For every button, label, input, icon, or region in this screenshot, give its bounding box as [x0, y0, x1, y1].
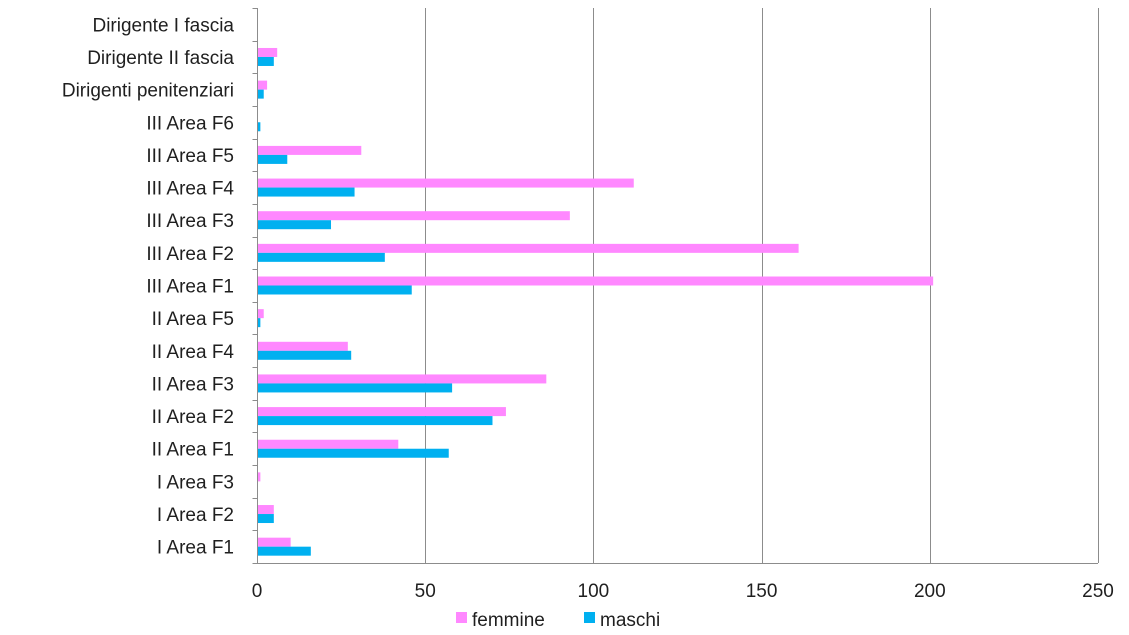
bar-femmine-8 [257, 276, 934, 286]
category-label: III Area F5 [146, 146, 234, 167]
tick-labels: 0 50 100 150 200 250 [252, 581, 1114, 602]
category-label: I Area F3 [157, 472, 234, 493]
category-label: III Area F6 [146, 113, 234, 134]
bar-femmine-16 [257, 537, 291, 547]
category-label: Dirigenti penitenziari [62, 81, 234, 102]
legend-label-maschi: maschi [600, 610, 660, 631]
category-label: III Area F2 [146, 244, 234, 265]
x-tick-label-50: 50 [415, 581, 436, 602]
x-tick-label-100: 100 [578, 581, 610, 602]
bar-femmine-13 [257, 439, 399, 449]
category-label: II Area F5 [152, 309, 234, 330]
category-label: Dirigente II fascia [87, 48, 234, 69]
bars [257, 47, 934, 556]
bar-maschi-12 [257, 416, 493, 426]
legend-label-femmine: femmine [472, 610, 545, 631]
bar-maschi-13 [257, 448, 449, 458]
x-tick-label-250: 250 [1082, 581, 1114, 602]
bar-femmine-14 [257, 472, 261, 482]
category-label: II Area F1 [152, 440, 234, 461]
bar-maschi-16 [257, 546, 311, 556]
category-label: II Area F4 [152, 342, 235, 363]
bar-femmine-6 [257, 211, 570, 221]
category-label: I Area F2 [157, 505, 234, 526]
bar-maschi-8 [257, 285, 412, 295]
bar-maschi-4 [257, 154, 288, 164]
bar-maschi-15 [257, 514, 274, 524]
category-label: III Area F3 [146, 211, 234, 232]
bar-femmine-9 [257, 309, 264, 319]
category-label: III Area F1 [146, 277, 234, 298]
bar-maschi-11 [257, 383, 453, 393]
category-labels: Dirigente I fascia Dirigente II fascia Dir… [62, 15, 235, 558]
bar-maschi-1 [257, 56, 274, 66]
bar-femmine-15 [257, 505, 274, 515]
bar-femmine-2 [257, 80, 268, 90]
legend-swatch-femmine [456, 612, 467, 623]
bar-maschi-3 [257, 122, 261, 132]
axes [252, 8, 1098, 564]
bar-maschi-10 [257, 350, 352, 360]
category-label: I Area F1 [157, 538, 234, 559]
bar-maschi-6 [257, 220, 332, 230]
legend-swatch-maschi [584, 612, 595, 623]
bar-femmine-11 [257, 374, 547, 384]
category-label: II Area F2 [152, 407, 234, 428]
category-label: III Area F4 [146, 179, 234, 200]
bar-femmine-1 [257, 47, 278, 57]
bar-femmine-12 [257, 407, 506, 417]
legend: femmine maschi [456, 610, 660, 631]
bar-femmine-4 [257, 145, 362, 155]
x-tick-label-200: 200 [914, 581, 946, 602]
bar-femmine-5 [257, 178, 634, 188]
bar-femmine-10 [257, 341, 348, 351]
x-tick-label-150: 150 [746, 581, 778, 602]
category-label: Dirigente I fascia [92, 15, 234, 36]
bar-maschi-7 [257, 252, 385, 262]
x-tick-label-0: 0 [252, 581, 263, 602]
bar-femmine-7 [257, 243, 799, 253]
bar-maschi-2 [257, 89, 264, 99]
bar-maschi-5 [257, 187, 355, 197]
category-label: II Area F3 [152, 374, 234, 395]
bar-maschi-9 [257, 318, 261, 328]
